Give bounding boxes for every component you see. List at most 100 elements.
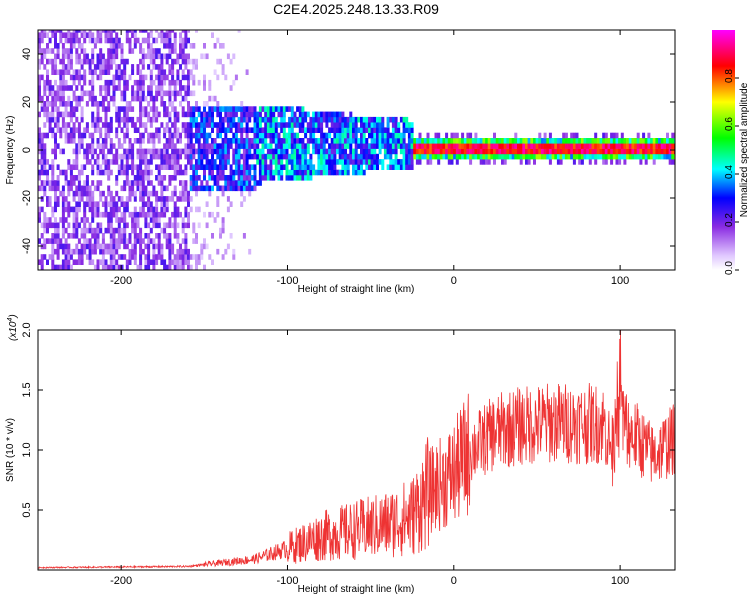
spectrogram-cell [184,37,188,44]
spectrogram-cell [69,43,73,49]
spectrogram-cell [556,143,560,149]
spectrogram-cell [261,143,265,149]
spectrogram-cell [69,132,73,139]
spectrogram-cell [48,90,52,97]
spectrogram-cell [117,264,121,270]
spectrogram-cell [115,201,119,207]
spectrogram-cell [40,196,44,202]
spectrogram-cell [38,95,41,102]
spectrogram-cell [328,143,332,149]
spectrogram-cell [298,148,302,155]
spectrogram-cell [626,143,630,149]
spectrogram-cell [325,148,329,155]
spectrogram-cell [221,185,225,192]
spectrogram-cell [466,143,470,149]
spectrogram-cell [120,169,124,176]
spectrogram-cell [136,90,140,97]
spectrogram-cell [272,132,276,139]
spectrogram-cell [554,148,558,155]
spectrogram-cell [61,169,65,176]
spectrogram-cell [383,148,387,155]
x-tick-label: 0 [451,575,457,587]
spectrogram-cell [378,143,382,149]
spectrogram-cell [224,138,228,144]
spectrogram-cell [123,79,127,86]
spectrogram-cell [101,69,105,75]
spectrogram-cell [48,37,52,44]
spectrogram-cell [652,159,656,165]
spectrogram-cell [389,132,393,139]
spectrogram-cell [376,164,379,170]
spectrogram-cell [163,201,167,207]
spectrogram-cell [61,196,65,202]
spectrogram-cell [125,148,129,155]
spectrogram-cell [165,74,169,81]
spectrogram-cell [564,138,568,144]
spectrogram-cell [101,238,105,244]
spectrogram-cell [147,190,151,197]
spectrogram-cell [155,95,159,102]
spectrogram-cell [184,238,188,244]
spectrogram-cell [266,148,270,155]
spectrogram-cell [277,169,281,176]
spectrogram-cell [168,238,172,244]
spectrogram-cell [83,217,87,223]
spectrogram-cell [187,143,190,149]
spectrogram-cell [280,175,284,181]
spectrogram-cell [242,148,246,155]
spectrogram-cell [274,164,278,170]
spectrogram-cell [389,116,393,123]
spectrogram-cell [123,243,127,250]
spectrogram-cell [242,111,246,118]
spectrogram-cell [107,90,111,97]
spectrogram-cell [341,148,345,155]
spectrogram-cell [131,159,135,165]
spectrogram-cell [91,248,95,255]
spectrogram-cell [91,227,95,234]
spectrogram-cell [115,190,119,197]
spectrogram-cell [104,58,108,65]
spectrogram-cell [149,69,153,75]
spectrogram-cell [139,254,143,260]
spectrogram-cell [269,127,273,133]
spectrogram-cell [519,138,523,144]
spectrogram-cell [128,238,132,244]
spectrogram-cell [38,185,41,192]
spectrogram-cell [115,217,119,223]
spectrogram-cell [160,74,164,81]
spectrogram-cell [280,159,284,165]
spectrogram-cell [128,254,132,260]
spectrogram-cell [75,175,79,181]
spectrogram-cell [314,116,318,123]
spectrogram-cell [567,138,571,144]
spectrogram-cell [46,201,49,207]
spectrogram-cell [163,148,167,155]
spectrogram-cell [101,254,105,260]
spectrogram-cell [602,153,606,160]
spectrogram-cell [141,196,145,202]
spectrogram-cells [38,30,675,270]
spectrogram-cell [277,175,281,181]
y-tick-label: -40 [21,238,33,254]
spectrogram-cell [320,122,324,128]
spectrogram-cell [293,169,297,176]
spectrogram-cell [301,159,305,165]
spectrogram-cell [242,153,246,160]
spectrogram-cell [187,132,190,139]
spectrogram-cell [242,180,246,186]
spectrogram-cell [43,153,47,160]
spectrogram-cell [221,138,225,144]
spectrogram-cell [410,153,414,160]
spectrogram-cell [72,159,76,165]
spectrogram-cell [64,111,68,118]
spectrogram-cell [96,32,100,38]
spectrogram-cell [296,153,300,160]
spectrogram-cell [157,222,161,229]
spectrogram-cell [136,138,140,144]
spectrogram-cell [285,106,289,112]
spectrogram-cell [397,164,401,170]
spectrogram-cell [165,122,169,128]
spectrogram-cell [216,101,220,107]
spectrogram-cell [309,153,313,160]
